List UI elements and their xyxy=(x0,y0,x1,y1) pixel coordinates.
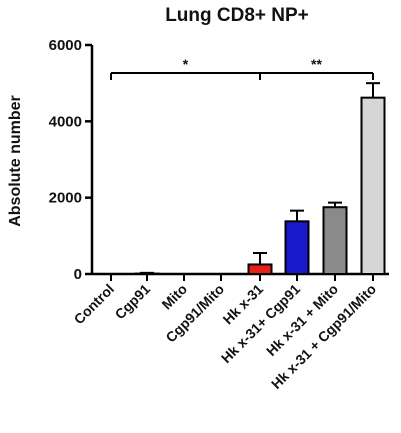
y-tick-label: 6000 xyxy=(49,37,82,54)
bar xyxy=(360,96,386,275)
bar xyxy=(247,263,273,276)
y-tick-label: 2000 xyxy=(49,190,82,207)
y-tick-label: 4000 xyxy=(49,113,82,130)
chart-title: Lung CD8+ NP+ xyxy=(165,5,309,26)
significance-label: * xyxy=(183,56,189,72)
significance-label: ** xyxy=(311,56,322,72)
bar xyxy=(284,220,310,275)
significance-brackets: * ** xyxy=(110,56,374,80)
x-tick-label: Control xyxy=(71,281,118,328)
y-tick-label: 0 xyxy=(74,266,82,283)
x-tick-label: Cgp91 xyxy=(112,281,154,323)
y-axis-label: Absolute number xyxy=(7,95,24,227)
bars-group xyxy=(110,82,386,281)
bar xyxy=(322,206,348,275)
x-tick-label: Mito xyxy=(158,281,190,313)
